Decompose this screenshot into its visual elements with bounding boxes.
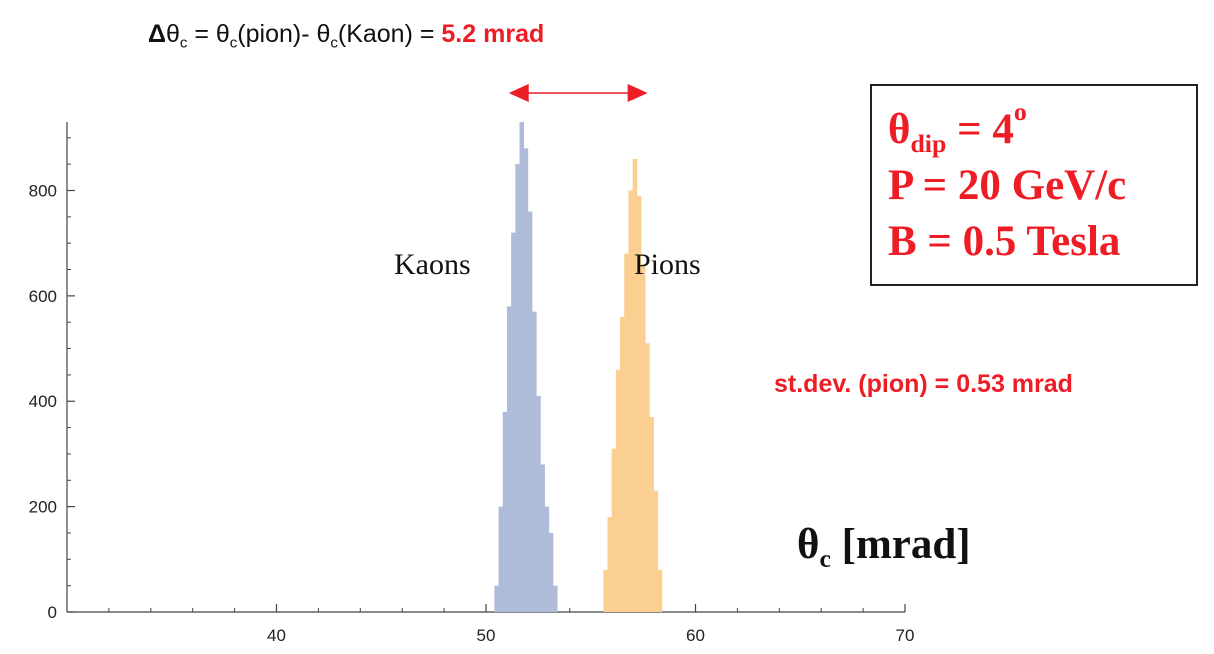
kaon-bar [553, 585, 558, 612]
kaon-bar [494, 585, 499, 612]
kaon-bar [498, 506, 504, 612]
kaon-bar [511, 232, 516, 613]
theta-symbol: θ [797, 521, 820, 568]
kaon-text: (Kaon) = [337, 20, 442, 48]
pion-bar [607, 517, 612, 612]
degree-superscript: o [1013, 96, 1027, 126]
kaon-bar [532, 311, 537, 612]
theta-subscript: c [179, 34, 188, 52]
x-tick-label: 70 [896, 626, 915, 645]
axis-layer: 40 50 60 70 0 200 400 600 800 [29, 122, 915, 645]
kaon-bar [506, 306, 512, 612]
arrow-head-right [627, 84, 648, 102]
dip-angle-line: θdip = 4o [888, 98, 1196, 159]
pion-bar [632, 158, 638, 612]
pion-bar [615, 369, 621, 612]
dip-value: = 4 [946, 106, 1014, 153]
theta-symbol: θ [165, 20, 180, 48]
y-tick-label: 0 [48, 603, 57, 622]
momentum-line: P = 20 GeV/c [888, 162, 1127, 209]
pion-text: (pion)- [237, 20, 317, 48]
pion-bar [603, 569, 608, 612]
kaon-bar [519, 122, 525, 612]
pion-bar [620, 316, 625, 612]
pion-bar [653, 490, 659, 612]
pion-bar [645, 343, 650, 612]
pion-bar [611, 448, 617, 612]
pion-bar [649, 417, 654, 612]
y-tick-label: 800 [29, 181, 57, 200]
pion-bar [636, 195, 642, 613]
unit-text: [mrad] [830, 521, 971, 568]
x-axis-label: θc [mrad] [797, 520, 971, 571]
pion-bar [657, 569, 663, 612]
y-tick-label: 600 [29, 287, 57, 306]
theta-subscript: c [330, 34, 338, 52]
theta-symbol: θ [888, 106, 911, 153]
field-line: B = 0.5 Tesla [888, 218, 1121, 265]
kaon-bar [548, 532, 554, 612]
series-label-kaons: Kaons [394, 248, 471, 281]
equals-text: = [187, 20, 216, 48]
pion-bar [624, 253, 629, 612]
theta-subscript: c [819, 544, 831, 574]
kaon-bar [536, 395, 541, 612]
theta-subscript: c [229, 34, 238, 52]
kaon-bar [515, 164, 520, 612]
y-tick-label: 200 [29, 498, 57, 517]
arrow-head-left [508, 84, 529, 102]
dip-subscript: dip [910, 129, 947, 159]
bars-layer [494, 122, 663, 613]
x-tick-label: 40 [267, 626, 286, 645]
delta-symbol: Δ [148, 20, 166, 48]
x-tick-label: 50 [477, 626, 496, 645]
stdev-annotation: st.dev. (pion) = 0.53 mrad [774, 370, 1073, 398]
theta-symbol: θ [316, 20, 331, 48]
y-tick-label: 400 [29, 392, 57, 411]
x-tick-label: 60 [686, 626, 705, 645]
pion-bar [641, 264, 646, 612]
pion-bar [628, 190, 633, 612]
separation-arrow [508, 84, 648, 102]
delta-theta-annotation: Δθc = θc(pion)- θc(Kaon) = 5.2 mrad [148, 20, 545, 52]
kaon-bar [540, 464, 545, 612]
kaon-bar [527, 211, 533, 612]
kaon-bar [544, 506, 550, 612]
theta-symbol: θ [215, 20, 230, 48]
delta-value: 5.2 mrad [441, 20, 545, 48]
kaon-bar [502, 411, 508, 612]
series-label-pions: Pions [634, 248, 701, 281]
parameters-box: θdip = 4o P = 20 GeV/c B = 0.5 Tesla [870, 84, 1198, 286]
kaon-bar [523, 148, 529, 612]
